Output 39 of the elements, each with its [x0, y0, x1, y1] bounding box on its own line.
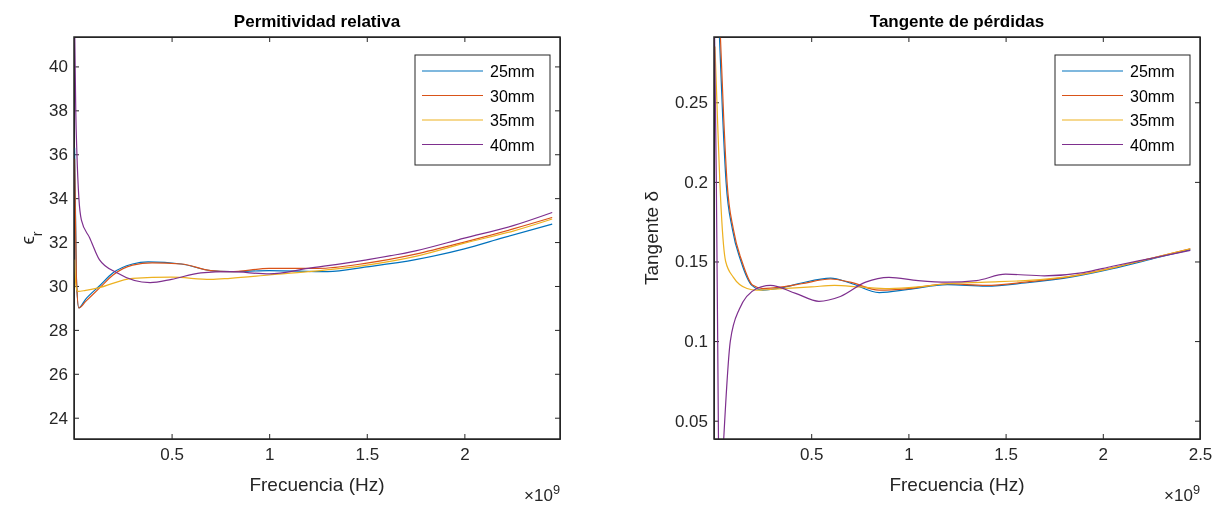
y-axis-title: Tangente δ	[641, 190, 662, 286]
x-tick-label: 0.5	[799, 445, 824, 465]
y-tick-label: 0.1	[684, 332, 708, 352]
x-tick-label: 2	[460, 445, 470, 465]
y-tick-label: 26	[49, 364, 68, 384]
x-tick-label: 1	[904, 445, 914, 465]
y-tick-label: 0.2	[684, 172, 708, 192]
y-tick-label: 36	[49, 145, 68, 165]
y-tick-label: 0.05	[674, 411, 708, 431]
legend-label: 30mm	[490, 87, 535, 105]
y-tick-label: 38	[49, 101, 68, 121]
text: ×10$^{9}$	[1164, 481, 1200, 505]
y-tick-label: 0.25	[674, 93, 708, 113]
line-series	[74, 218, 553, 293]
legend-label: 25mm	[490, 63, 535, 80]
x-axis-title: Frecuencia (Hz)	[889, 474, 1025, 495]
x-tick-label: 1.5	[355, 445, 380, 465]
legend-label: 35mm	[490, 112, 535, 129]
x-tick-label: 0.5	[160, 445, 184, 465]
chart-title: Tangente de pérdidas	[869, 12, 1045, 31]
legend-label: 30mm	[1130, 87, 1175, 105]
y-tick-label: 40	[49, 57, 68, 77]
x-tick-label: 1.5	[994, 445, 1018, 465]
text: ×10$^{9}$	[524, 481, 560, 505]
chart-title: Permitividad relativa	[233, 12, 401, 31]
y-tick-label: 0.15	[674, 252, 708, 272]
x-tick-label: 2	[1098, 445, 1109, 465]
legend-label: 40mm	[1130, 136, 1175, 154]
y-tick-label: 32	[49, 233, 68, 252]
y-tick-label: 30	[49, 276, 68, 296]
legend-label: 35mm	[1130, 112, 1175, 129]
y-tick-label: 28	[49, 320, 68, 340]
y-tick-label: 34	[49, 189, 68, 209]
x-axis-title: Frecuencia (Hz)	[249, 474, 385, 495]
legend-label: 25mm	[1130, 63, 1175, 80]
x-tick-label: 1	[264, 445, 275, 465]
x-tick-label: 2.5	[1188, 445, 1213, 465]
legend-label: 40mm	[490, 136, 535, 154]
y-tick-label: 24	[49, 408, 68, 428]
